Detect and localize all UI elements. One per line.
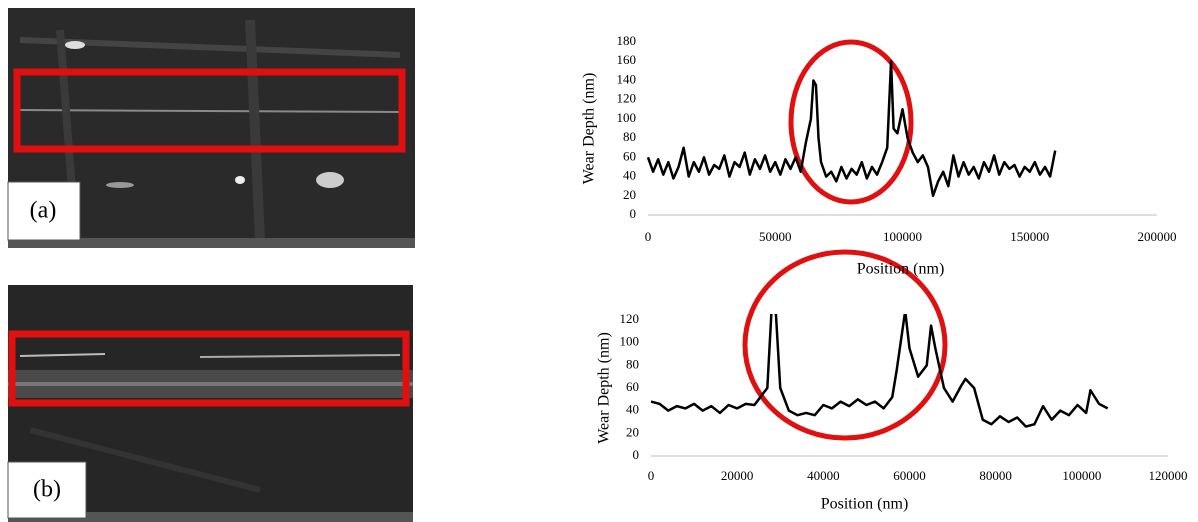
x-tick-label: 200000 [1138, 229, 1177, 244]
highlight-ellipse [788, 39, 914, 205]
x-tick-label: 120000 [1149, 468, 1188, 483]
sem-image-b [7, 285, 413, 522]
x-tick-label: 20000 [721, 468, 754, 483]
highlight-ellipse [742, 249, 948, 441]
x-axis-title: Position (nm) [857, 261, 945, 278]
x-tick-label: 150000 [1010, 229, 1049, 244]
y-tick-label: 40 [626, 402, 639, 417]
x-tick-label: 50000 [759, 229, 792, 244]
x-tick-label: 0 [648, 468, 655, 483]
x-tick-label: 80000 [979, 468, 1012, 483]
y-tick-label: 60 [623, 148, 636, 163]
y-tick-label: 20 [626, 424, 639, 439]
y-tick-label: 40 [623, 168, 636, 183]
y-tick-label: 120 [620, 311, 640, 326]
panel-label: (a) [30, 198, 57, 224]
x-tick-label: 100000 [1062, 468, 1101, 483]
x-tick-label: 60000 [893, 468, 926, 483]
y-tick-label: 20 [623, 187, 636, 202]
data-line [646, 59, 1057, 198]
x-tick-label: 100000 [883, 229, 922, 244]
x-tick-label: 40000 [807, 468, 840, 483]
y-tick-label: 100 [620, 334, 640, 349]
data-line [650, 314, 1109, 428]
y-axis-title: Wear Depth (nm) [596, 332, 613, 444]
panel-label: (b) [33, 477, 61, 503]
plot-area [646, 59, 1057, 198]
y-tick-label: 80 [626, 356, 639, 371]
y-tick-label: 0 [630, 206, 637, 221]
y-tick-label: 100 [617, 110, 637, 125]
y-tick-label: 180 [617, 33, 637, 48]
y-tick-label: 60 [626, 379, 639, 394]
y-tick-label: 120 [617, 91, 637, 106]
x-tick-label: 0 [645, 229, 652, 244]
plot-area [650, 314, 1109, 428]
y-tick-label: 80 [623, 129, 636, 144]
y-tick-label: 160 [617, 52, 637, 67]
sem-image-a [7, 8, 415, 248]
y-axis-title: Wear Depth (nm) [581, 73, 598, 185]
y-tick-label: 0 [633, 447, 640, 462]
y-tick-label: 140 [617, 71, 637, 86]
x-axis-title: Position (nm) [821, 496, 909, 513]
